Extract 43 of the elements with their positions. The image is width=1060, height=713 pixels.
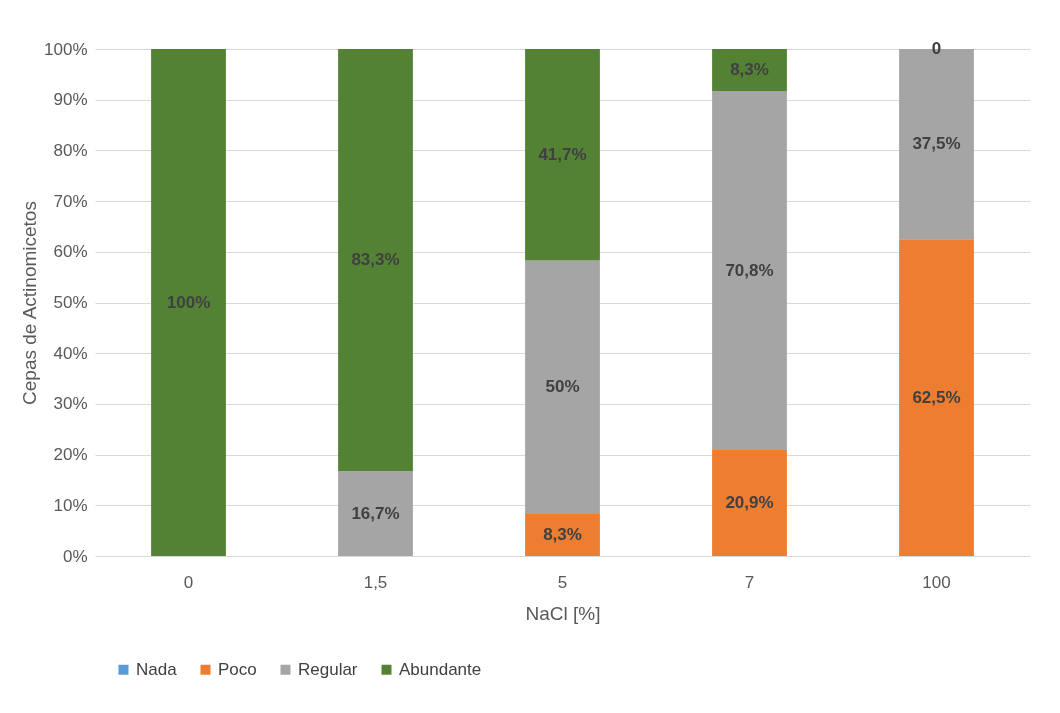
bar	[525, 513, 600, 556]
y-tick-label: 100%	[44, 39, 88, 59]
data-label: 62,5%	[912, 387, 961, 407]
bar	[525, 260, 600, 514]
y-tick-label: 30%	[53, 394, 88, 414]
bar	[712, 49, 787, 92]
y-tick-label: 10%	[53, 495, 88, 515]
data-label: 8,3%	[543, 524, 582, 544]
x-axis-title: NaCl [%]	[525, 602, 601, 624]
bar	[525, 49, 600, 261]
x-tick-label: 1,5	[363, 572, 388, 592]
bar	[712, 91, 787, 451]
data-label: 100%	[166, 292, 211, 312]
y-tick-label: 0%	[62, 546, 88, 566]
y-tick-label: 90%	[53, 90, 88, 110]
data-label: 83,3%	[351, 250, 400, 270]
data-label: 50%	[545, 377, 580, 397]
bar	[338, 471, 413, 556]
legend-label: Abundante	[399, 659, 482, 679]
data-label: 70,8%	[725, 260, 774, 280]
y-tick-label: 60%	[53, 242, 88, 262]
bar	[899, 239, 974, 556]
y-tick-label: 40%	[53, 343, 88, 363]
y-axis-title: Cepas de Actinomicetos	[19, 201, 41, 405]
x-tick-label: 0	[183, 572, 194, 592]
x-tick-label: 100	[922, 572, 951, 592]
data-label: 37,5%	[912, 134, 961, 154]
y-tick-label: 70%	[53, 191, 88, 211]
y-tick-label: 20%	[53, 445, 88, 465]
y-tick-label: 50%	[53, 293, 88, 312]
y-tick-label: 80%	[53, 140, 88, 160]
x-tick-label: 7	[744, 572, 755, 592]
legend-label: Nada	[136, 659, 178, 679]
bar	[151, 49, 226, 556]
bar	[338, 49, 413, 472]
legend-label: Poco	[218, 659, 257, 679]
bar	[712, 450, 787, 556]
data-label: 20,9%	[725, 493, 774, 513]
data-label: 16,7%	[351, 503, 400, 523]
x-tick-label: 5	[557, 572, 568, 592]
data-label: 41,7%	[538, 144, 587, 164]
data-label: 8,3%	[730, 60, 769, 80]
legend-label: Regular	[298, 659, 358, 679]
